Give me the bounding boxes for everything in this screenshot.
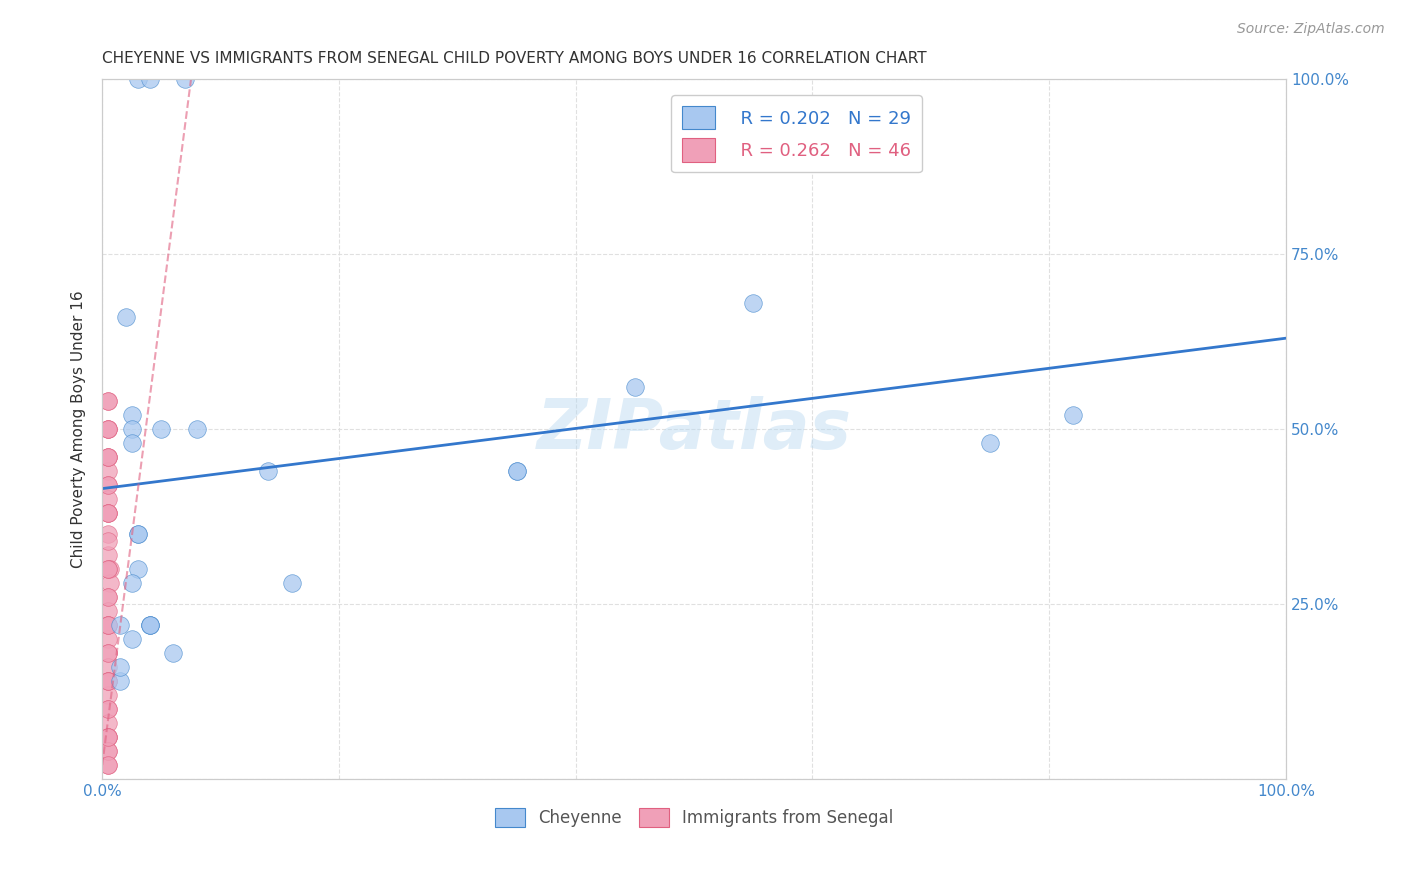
Point bbox=[97, 744, 120, 758]
Point bbox=[979, 436, 1001, 450]
Point bbox=[97, 730, 120, 744]
Point bbox=[121, 632, 143, 646]
Point bbox=[138, 72, 160, 87]
Point bbox=[97, 744, 120, 758]
Point bbox=[97, 673, 120, 688]
Point bbox=[97, 527, 120, 541]
Point bbox=[97, 450, 120, 464]
Point bbox=[97, 534, 120, 549]
Point bbox=[97, 715, 120, 730]
Text: Source: ZipAtlas.com: Source: ZipAtlas.com bbox=[1237, 22, 1385, 37]
Point bbox=[97, 758, 120, 772]
Point bbox=[97, 394, 120, 409]
Point bbox=[257, 464, 280, 478]
Point bbox=[121, 436, 143, 450]
Point bbox=[97, 422, 120, 436]
Point bbox=[121, 576, 143, 591]
Point bbox=[162, 646, 184, 660]
Point bbox=[97, 548, 120, 562]
Y-axis label: Child Poverty Among Boys Under 16: Child Poverty Among Boys Under 16 bbox=[72, 290, 86, 568]
Point bbox=[505, 464, 527, 478]
Point bbox=[624, 380, 647, 394]
Point bbox=[97, 660, 120, 674]
Point bbox=[138, 618, 160, 632]
Point bbox=[121, 408, 143, 422]
Point bbox=[97, 394, 120, 409]
Point bbox=[97, 450, 120, 464]
Point bbox=[97, 506, 120, 520]
Point bbox=[97, 646, 120, 660]
Point bbox=[97, 673, 120, 688]
Point bbox=[127, 527, 149, 541]
Point bbox=[97, 464, 120, 478]
Point bbox=[97, 562, 120, 576]
Point bbox=[97, 506, 120, 520]
Point bbox=[127, 72, 149, 87]
Point bbox=[97, 702, 120, 716]
Point bbox=[97, 730, 120, 744]
Point bbox=[138, 618, 160, 632]
Point bbox=[108, 660, 131, 674]
Point bbox=[97, 450, 120, 464]
Point bbox=[108, 618, 131, 632]
Text: ZIPatlas: ZIPatlas bbox=[537, 396, 852, 463]
Point bbox=[97, 478, 120, 492]
Point bbox=[97, 673, 120, 688]
Point bbox=[127, 527, 149, 541]
Point bbox=[186, 422, 208, 436]
Point bbox=[100, 576, 122, 591]
Point bbox=[1062, 408, 1084, 422]
Point bbox=[127, 562, 149, 576]
Point bbox=[97, 506, 120, 520]
Point bbox=[100, 562, 122, 576]
Point bbox=[280, 576, 302, 591]
Point bbox=[97, 422, 120, 436]
Point bbox=[121, 422, 143, 436]
Point bbox=[138, 618, 160, 632]
Point bbox=[97, 632, 120, 646]
Point bbox=[97, 604, 120, 618]
Point bbox=[742, 296, 765, 310]
Point bbox=[97, 422, 120, 436]
Legend: Cheyenne, Immigrants from Senegal: Cheyenne, Immigrants from Senegal bbox=[488, 801, 900, 833]
Point bbox=[97, 618, 120, 632]
Point bbox=[97, 562, 120, 576]
Point bbox=[150, 422, 173, 436]
Point bbox=[97, 590, 120, 604]
Point bbox=[174, 72, 197, 87]
Point bbox=[97, 618, 120, 632]
Text: CHEYENNE VS IMMIGRANTS FROM SENEGAL CHILD POVERTY AMONG BOYS UNDER 16 CORRELATIO: CHEYENNE VS IMMIGRANTS FROM SENEGAL CHIL… bbox=[103, 51, 927, 66]
Point bbox=[97, 688, 120, 702]
Point bbox=[97, 478, 120, 492]
Point bbox=[97, 758, 120, 772]
Point bbox=[115, 310, 138, 325]
Point bbox=[97, 730, 120, 744]
Point bbox=[97, 646, 120, 660]
Point bbox=[97, 492, 120, 507]
Point bbox=[97, 618, 120, 632]
Point bbox=[97, 702, 120, 716]
Point bbox=[97, 590, 120, 604]
Point bbox=[505, 464, 527, 478]
Point bbox=[108, 673, 131, 688]
